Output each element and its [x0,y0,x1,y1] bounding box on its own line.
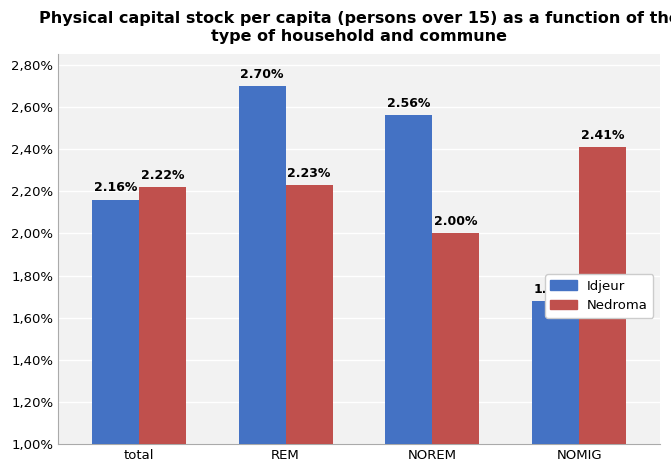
Text: 2.00%: 2.00% [434,215,478,228]
Bar [239,86,286,473]
Text: 2.16%: 2.16% [94,182,137,194]
Text: 2.23%: 2.23% [287,166,331,180]
Bar [139,187,186,473]
Bar [532,301,579,473]
Bar [385,115,432,473]
Bar [286,185,333,473]
Title: Physical capital stock per capita (persons over 15) as a function of the
type of: Physical capital stock per capita (perso… [39,11,671,44]
Text: 2.41%: 2.41% [581,129,625,142]
Text: 2.70%: 2.70% [240,68,284,81]
Legend: Idjeur, Nedroma: Idjeur, Nedroma [545,274,654,317]
Text: 1.68%: 1.68% [534,282,577,296]
Text: 2.56%: 2.56% [387,97,431,110]
Bar [432,233,479,473]
Text: 2.22%: 2.22% [140,169,184,182]
Bar [579,147,626,473]
Bar [92,200,139,473]
